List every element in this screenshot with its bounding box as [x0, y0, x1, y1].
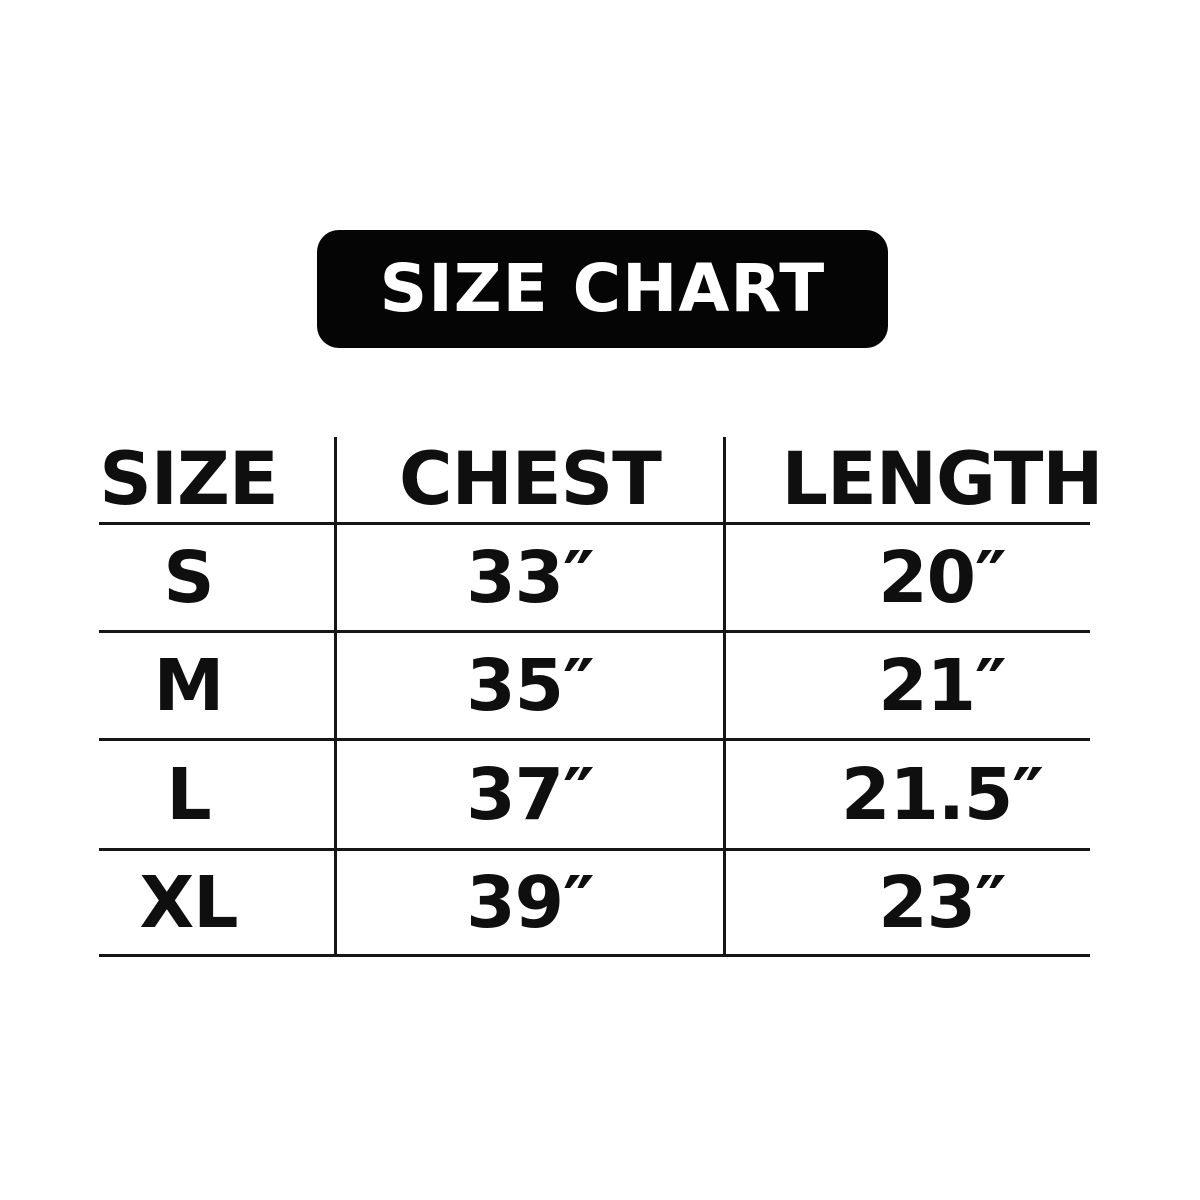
cell-size-s: S [99, 522, 337, 630]
cell-chest-l: 37″ [337, 738, 726, 848]
cell-chest-s: 33″ [337, 522, 726, 630]
cell-size-m: M [99, 630, 337, 738]
cell-length-m: 21″ [726, 630, 1090, 738]
chest-xl-value: 39″ [466, 861, 595, 944]
length-s-value: 20″ [878, 536, 1007, 619]
header-size: SIZE [99, 437, 337, 522]
cell-size-xl: XL [99, 848, 337, 957]
size-m-label: M [153, 644, 225, 727]
length-l-value: 21.5″ [841, 753, 1044, 836]
header-length: LENGTH [726, 437, 1103, 522]
chest-m-value: 35″ [466, 644, 595, 727]
length-m-value: 21″ [878, 644, 1007, 727]
chest-s-value: 33″ [466, 536, 595, 619]
cell-length-s: 20″ [726, 522, 1090, 630]
header-length-label: LENGTH [781, 437, 1103, 522]
cell-chest-m: 35″ [337, 630, 726, 738]
chest-l-value: 37″ [466, 753, 595, 836]
size-table: SIZE CHEST LENGTH S 33″ 20″ M 35″ 21″ [99, 437, 1104, 957]
header-chest: CHEST [337, 437, 726, 522]
length-xl-value: 23″ [878, 861, 1007, 944]
size-xl-label: XL [139, 861, 239, 944]
cell-length-l: 21.5″ [726, 738, 1090, 848]
cell-length-xl: 23″ [726, 848, 1090, 957]
cell-size-l: L [99, 738, 337, 848]
title-badge: SIZE CHART [317, 230, 888, 348]
page-title: SIZE CHART [379, 250, 826, 327]
header-chest-label: CHEST [399, 437, 662, 522]
cell-chest-xl: 39″ [337, 848, 726, 957]
header-size-label: SIZE [99, 437, 279, 522]
size-s-label: S [163, 536, 214, 619]
size-l-label: L [166, 753, 211, 836]
